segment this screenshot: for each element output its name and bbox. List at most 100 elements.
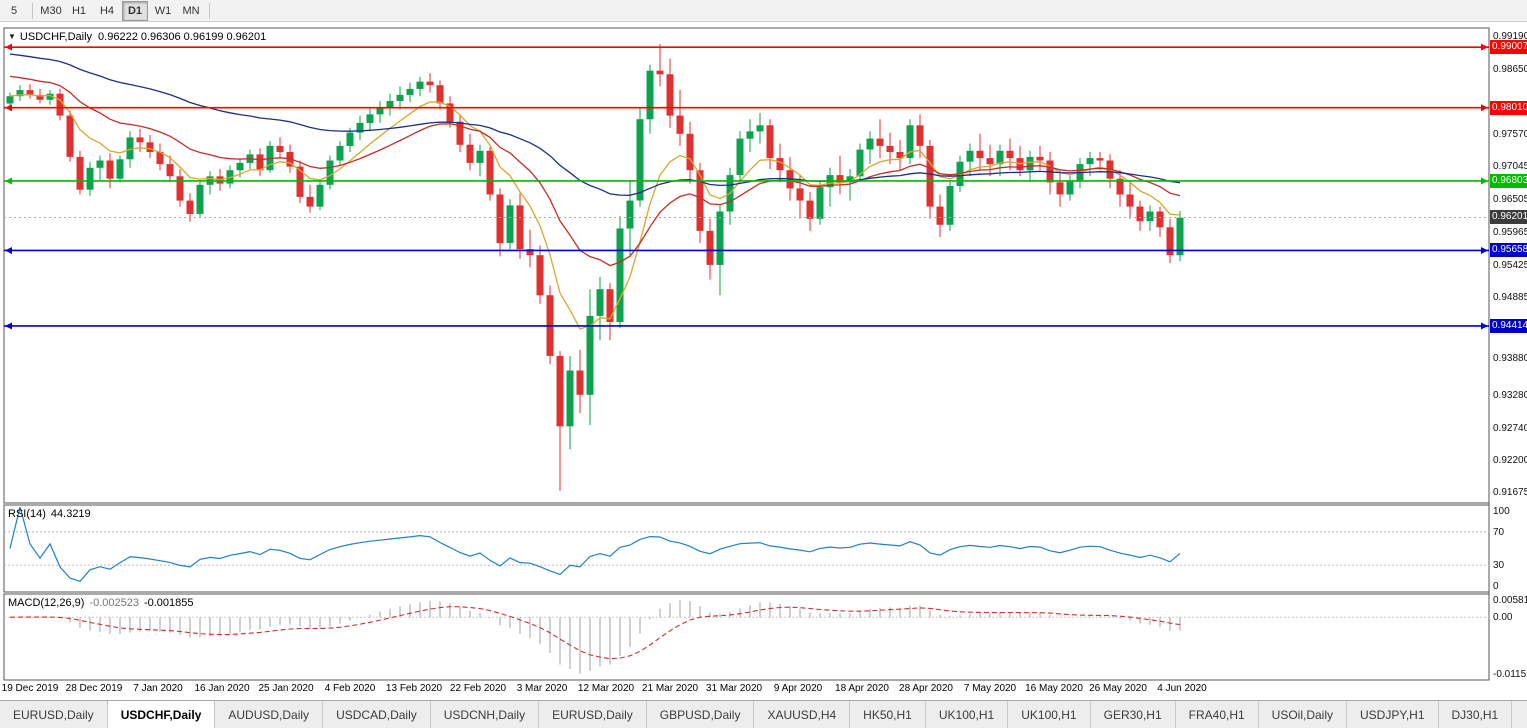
- rsi-indicator-label: RSI(14) 44.3219: [8, 508, 91, 520]
- chart-tab-fra40-h1[interactable]: FRA40,H1: [1175, 701, 1259, 728]
- macd-main-value: -0.002523: [89, 597, 139, 609]
- candle-body: [1036, 156, 1044, 161]
- candle-body: [756, 125, 764, 132]
- chart-tab-usdcad-daily[interactable]: USDCAD,Daily: [323, 701, 431, 728]
- chart-tab-eurusd-daily[interactable]: EURUSD,Daily: [0, 701, 108, 728]
- price-axis-label: 0.93280: [1493, 389, 1527, 401]
- panel-border-macd: [3, 593, 1490, 681]
- date-axis-label: 25 Jan 2020: [258, 683, 314, 694]
- candle-body: [526, 249, 534, 256]
- price-axis-label: 0.98650: [1493, 63, 1527, 75]
- candle-body: [1056, 182, 1064, 195]
- macd-axis-label: -0.011510: [1493, 669, 1527, 680]
- date-axis-label: 28 Dec 2019: [65, 683, 123, 694]
- rsi-name: RSI(14): [8, 508, 46, 520]
- candle-body: [596, 289, 604, 316]
- candle-body: [256, 154, 264, 171]
- chart-tab-hk50-h1[interactable]: HK50,H1: [850, 701, 926, 728]
- chart-tab-usdjpy-h1[interactable]: USDJPY,H1: [1347, 701, 1439, 728]
- candle-body: [516, 205, 524, 250]
- date-axis-label: 16 Jan 2020: [194, 683, 250, 694]
- chart-tab-gbpusd-daily[interactable]: GBPUSD,Daily: [646, 701, 755, 728]
- candle-body: [626, 200, 634, 229]
- timeframe-button-h4[interactable]: H4: [99, 4, 115, 17]
- candle-body: [176, 176, 184, 201]
- chart-tab-usoil-daily[interactable]: USOil,Daily: [1258, 701, 1348, 728]
- candle-body: [456, 121, 464, 145]
- candle-body: [946, 186, 954, 225]
- candle-body: [26, 90, 34, 95]
- candle-body: [696, 170, 704, 231]
- candle-body: [606, 289, 614, 322]
- candle-body: [106, 160, 114, 179]
- candle-body: [566, 370, 574, 427]
- candle-body: [976, 150, 984, 159]
- candle-body: [576, 370, 584, 395]
- date-axis-label: 28 Apr 2020: [899, 683, 953, 694]
- rsi-line: [9, 506, 1181, 583]
- candle-body: [186, 200, 194, 214]
- price-axis-label: 0.94885: [1493, 292, 1527, 304]
- candle-body: [436, 85, 444, 104]
- rsi-layer: [4, 506, 1489, 583]
- price-line-label: 0.94414: [1490, 318, 1527, 333]
- date-axis-label: 31 Mar 2020: [705, 683, 763, 694]
- chart-tab-usdcnh-daily[interactable]: USDCNH,Daily: [430, 701, 540, 728]
- candle-body: [406, 88, 414, 95]
- candle-body: [46, 93, 54, 100]
- candle-body: [1126, 194, 1134, 207]
- timeframe-toolbar: 5 M30 H1 H4 D1 W1 MN: [0, 0, 1527, 22]
- candle-body: [6, 96, 14, 104]
- candle-body: [236, 162, 244, 171]
- candle-body: [886, 145, 894, 152]
- candle-body: [586, 315, 594, 395]
- date-axis-label: 16 May 2020: [1025, 683, 1083, 694]
- candle-body: [126, 137, 134, 160]
- chart-tab-usdchf-daily[interactable]: USDCHF,Daily: [107, 701, 216, 728]
- ma-layer: [9, 53, 1181, 330]
- date-axis-label: 19 Dec 2019: [1, 683, 59, 694]
- candle-body: [1096, 158, 1104, 161]
- candle-body: [1006, 150, 1014, 159]
- candle-body: [146, 142, 154, 152]
- candle-body: [16, 90, 24, 97]
- chart-tab-eurusd-daily[interactable]: EURUSD,Daily: [539, 701, 647, 728]
- timeframe-button-d1[interactable]: D1: [122, 0, 148, 21]
- price-axis-label: 0.99190: [1493, 31, 1527, 43]
- chart-dropdown-icon[interactable]: ▼: [8, 32, 16, 41]
- chart-tab-uk100-h1[interactable]: UK100,H1: [925, 701, 1009, 728]
- candle-body: [916, 125, 924, 146]
- candle-body: [426, 81, 434, 86]
- timeframe-button-w1[interactable]: W1: [154, 4, 172, 17]
- price-axis-label: 0.92200: [1493, 455, 1527, 467]
- date-axis-label: 12 Mar 2020: [577, 683, 635, 694]
- chart-tab-xauusd-h4[interactable]: XAUUSD,H4: [754, 701, 851, 728]
- price-axis-label: 0.96505: [1493, 194, 1527, 206]
- candle-body: [346, 132, 354, 146]
- candle-body: [986, 158, 994, 165]
- line-left-arrow: [5, 104, 12, 112]
- date-axis: 19 Dec 2019 28 Dec 2019 7 Jan 2020 16 Jan 2…: [0, 683, 1489, 698]
- candle-body: [536, 255, 544, 296]
- line-right-arrow: [1481, 322, 1488, 330]
- candle-body: [896, 152, 904, 159]
- timeframe-button-mn[interactable]: MN: [182, 4, 200, 17]
- timeframe-button-m30[interactable]: M30: [40, 4, 62, 17]
- chart-tab-ger30-h1[interactable]: GER30,H1: [1090, 701, 1176, 728]
- candle-body: [1166, 227, 1174, 256]
- timeframe-button-5[interactable]: 5: [10, 4, 18, 17]
- candle-body: [736, 138, 744, 175]
- candle-body: [746, 131, 754, 139]
- chart-tab-dj30-h1[interactable]: DJ30,H1: [1438, 701, 1513, 728]
- candle-body: [386, 101, 394, 109]
- chart-tab-audusd-daily[interactable]: AUDUSD,Daily: [215, 701, 324, 728]
- macd-signal-line: [9, 606, 1181, 660]
- chart-canvas[interactable]: [0, 0, 1527, 700]
- candle-body: [716, 211, 724, 265]
- timeframe-button-h1[interactable]: H1: [71, 4, 87, 17]
- date-axis-label: 18 Apr 2020: [835, 683, 889, 694]
- price-axis-label: 0.97570: [1493, 129, 1527, 141]
- rsi-axis-label: 30: [1493, 560, 1505, 572]
- chart-tab-uk100-h1[interactable]: UK100,H1: [1008, 701, 1091, 728]
- candle-body: [796, 188, 804, 201]
